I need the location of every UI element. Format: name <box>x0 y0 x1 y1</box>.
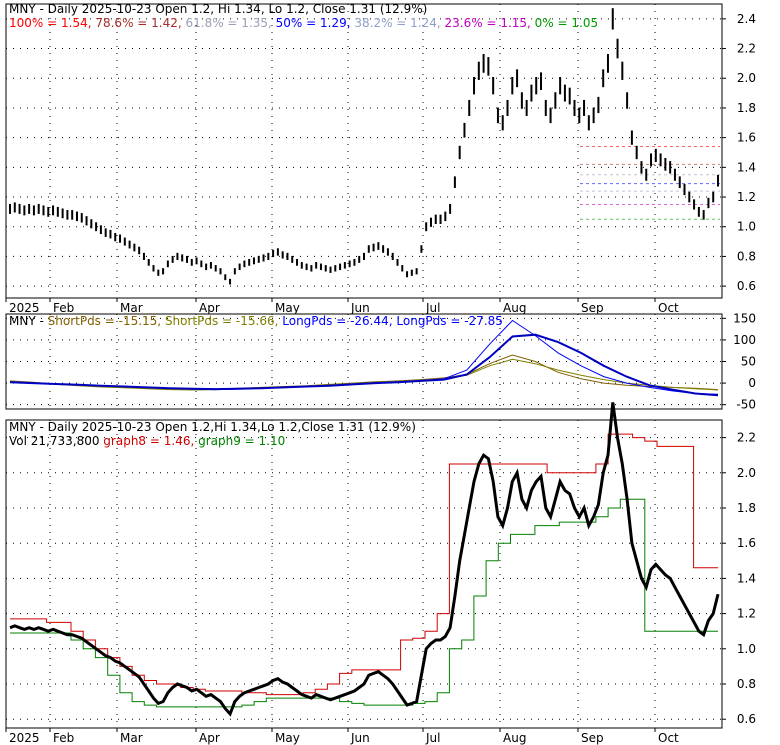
fib-legend-item: 78.6% = 1.42, <box>95 16 185 30</box>
price-y-tick-label: 2.0 <box>737 71 756 85</box>
bottom-x-label: Sep <box>581 731 604 745</box>
bottom-x-label: Mar <box>120 731 143 745</box>
bottom-title: MNY - Daily 2025-10-23 Open 1.2,Hi 1.34,… <box>9 420 416 434</box>
osc-y-tick-label: 150 <box>733 311 756 325</box>
fib-legend-item: 23.6% = 1.15, <box>445 16 535 30</box>
price-y-tick-label: 1.2 <box>737 190 756 204</box>
price-y-tick-label: 1.8 <box>737 101 756 115</box>
price-x-label: May <box>275 301 300 315</box>
bottom-x-label: Feb <box>53 731 74 745</box>
bottom-y-tick-label: 0.6 <box>737 712 756 726</box>
bottom-x-label: Jun <box>350 731 370 745</box>
bottom-x-label: Aug <box>503 731 526 745</box>
oscillator-title: MNY - ShortPds = -15.15, ShortPds = -15.… <box>9 314 503 328</box>
price-y-tick-label: 1.0 <box>737 220 756 234</box>
price-x-label: Oct <box>658 301 679 315</box>
bottom-y-tick-label: 1.0 <box>737 642 756 656</box>
osc-legend-item: ShortPds = -15.15, <box>48 314 165 328</box>
bottom-x-label: 2025 <box>9 731 40 745</box>
bottom-y-tick-label: 0.8 <box>737 677 756 691</box>
fib-legend-item: 100% = 1.54, <box>9 16 95 30</box>
fib-legend-item: 61.8% = 1.35, <box>186 16 276 30</box>
price-x-label: Apr <box>199 301 220 315</box>
price-y-tick-label: 2.4 <box>737 12 756 26</box>
bottom-y-tick-label: 2.2 <box>737 431 756 445</box>
bottom-subtitle: Vol 21,733,800 graph8 = 1.46, graph9 = 1… <box>9 434 285 448</box>
bottom-y-tick-label: 1.8 <box>737 501 756 515</box>
price-x-label: Sep <box>581 301 604 315</box>
fib-legend: 100% = 1.54, 78.6% = 1.42, 61.8% = 1.35,… <box>9 16 598 30</box>
bottom-x-label: Oct <box>658 731 679 745</box>
osc-y-tick-label: 100 <box>733 333 756 347</box>
price-title: MNY - Daily 2025-10-23 Open 1.2, Hi 1.34… <box>9 2 427 16</box>
osc-y-tick-label: -50 <box>736 398 756 412</box>
fib-legend-item: 50% = 1.29, <box>276 16 355 30</box>
bottom-price-line <box>9 402 720 717</box>
osc-legend-item: ShortPds = -15.66, <box>165 314 282 328</box>
price-panel <box>5 3 723 299</box>
price-y-tick-label: 0.8 <box>737 249 756 263</box>
bottom-x-label: Apr <box>199 731 220 745</box>
price-y-tick-label: 0.6 <box>737 279 756 293</box>
price-x-label: Mar <box>120 301 143 315</box>
price-y-tick-label: 1.6 <box>737 131 756 145</box>
price-x-label: Jun <box>350 301 370 315</box>
price-x-label: 2025 <box>9 301 40 315</box>
bottom-x-label: May <box>275 731 300 745</box>
bottom-subtitle-item: graph8 = 1.46, <box>103 434 198 448</box>
osc-series-line <box>9 333 719 397</box>
bottom-x-label: Jul <box>425 731 440 745</box>
osc-y-tick-label: 0 <box>748 376 756 390</box>
osc-legend-item: LongPds = -26.44, <box>282 314 396 328</box>
bottom-subtitle-item: Vol 21,733,800 <box>9 434 103 448</box>
bottom-series-line <box>10 433 718 696</box>
osc-legend-item: MNY - <box>9 314 48 328</box>
bottom-y-tick-label: 1.2 <box>737 607 756 621</box>
bottom-y-tick-label: 2.0 <box>737 466 756 480</box>
price-x-label: Aug <box>503 301 526 315</box>
bottom-y-tick-label: 1.4 <box>737 571 756 585</box>
bottom-y-tick-label: 1.6 <box>737 536 756 550</box>
osc-legend-item: LongPds = -27.85 <box>396 314 503 328</box>
price-x-label: Feb <box>53 301 74 315</box>
price-y-tick-label: 2.2 <box>737 42 756 56</box>
price-y-tick-label: 1.4 <box>737 160 756 174</box>
fib-legend-item: 38.2% = 1.24, <box>354 16 444 30</box>
fib-legend-item: 0% = 1.05 <box>535 16 598 30</box>
price-x-label: Jul <box>425 301 440 315</box>
bottom-subtitle-item: graph9 = 1.10 <box>198 434 285 448</box>
osc-y-tick-label: 50 <box>741 355 756 369</box>
